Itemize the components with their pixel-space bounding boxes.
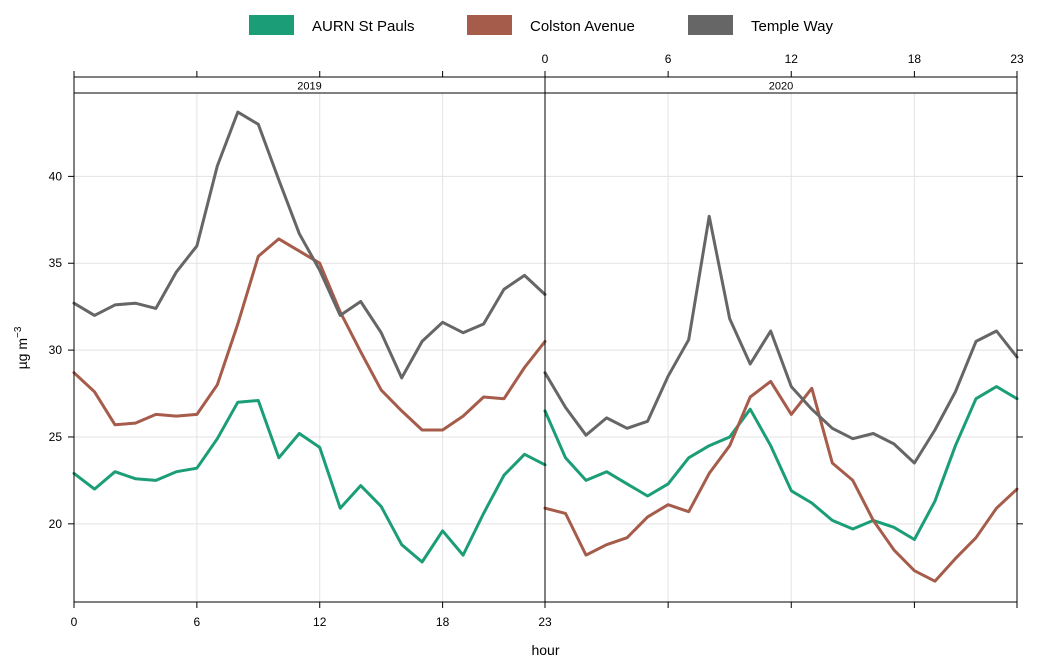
y-tick-label: 20 <box>49 517 63 531</box>
x-tick-label-top: 12 <box>785 52 799 66</box>
x-tick-label: 23 <box>538 615 552 629</box>
x-tick-label-top: 0 <box>542 52 549 66</box>
strip-label: 2019 <box>297 81 321 93</box>
x-tick-label-top: 23 <box>1010 52 1024 66</box>
series-line-temple-way <box>72 110 547 380</box>
legend-label: Temple Way <box>751 18 833 35</box>
panel-2019: 2019 0 6 12 18 23 <box>71 71 552 629</box>
x-tick-label: 18 <box>436 615 450 629</box>
panel-border <box>73 92 546 603</box>
y-axis-title-superscript: −3 <box>13 326 24 338</box>
y-axis-title-main: µg m <box>14 338 30 369</box>
y-tick-label: 35 <box>49 256 63 270</box>
y-axis-title: µg m−3 <box>13 326 30 369</box>
series-line-temple-way <box>543 214 1019 465</box>
series-line-colston-avenue <box>543 379 1019 583</box>
x-tick-label: 12 <box>313 615 327 629</box>
x-tick-label: 6 <box>194 615 201 629</box>
legend-swatch <box>467 15 512 35</box>
series-line-aurn-st-pauls <box>72 399 547 564</box>
x-axis-title: hour <box>531 642 559 658</box>
legend-swatch <box>688 15 733 35</box>
legend-swatch <box>249 15 294 35</box>
legend: AURN St Pauls Colston Avenue Temple Way <box>249 15 833 35</box>
x-tick-label: 0 <box>71 615 78 629</box>
legend-label: Colston Avenue <box>530 18 635 35</box>
panels: 2019 0 6 12 18 23 2020 0 6 12 18 23 20 25 30 35 40 <box>49 52 1024 629</box>
strip-label: 2020 <box>769 81 793 93</box>
series-line-aurn-st-pauls <box>543 385 1019 541</box>
y-tick-label: 40 <box>49 169 63 183</box>
legend-label: AURN St Pauls <box>312 18 415 35</box>
panel-border <box>544 92 1018 603</box>
panel-2020: 2020 0 6 12 18 23 <box>542 52 1024 608</box>
x-tick-label-top: 6 <box>665 52 672 66</box>
series-line-colston-avenue <box>72 237 547 432</box>
y-tick-label: 25 <box>49 430 63 444</box>
y-tick-label: 30 <box>49 343 63 357</box>
x-tick-label-top: 18 <box>908 52 922 66</box>
